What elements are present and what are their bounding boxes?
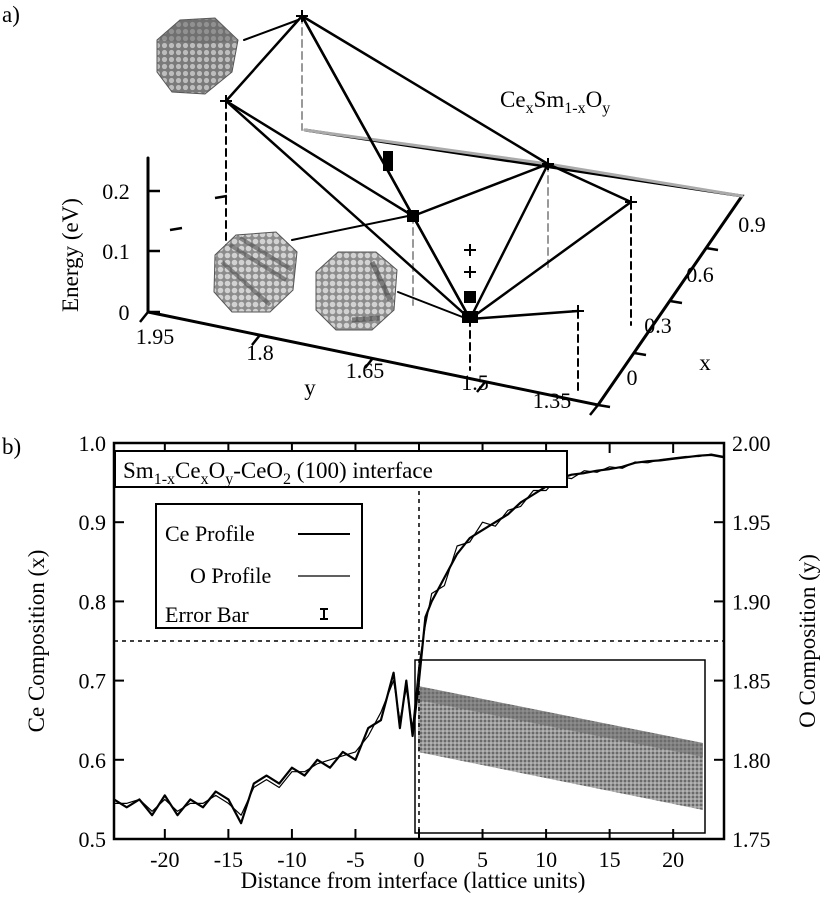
panel-b-right-axis-label: O Composition (y) <box>795 554 820 728</box>
legend-box <box>155 503 363 629</box>
legend-o-profile: O Profile <box>190 563 271 588</box>
x-tick-label: -5 <box>346 847 364 872</box>
legend-ce-profile: Ce Profile <box>165 521 255 546</box>
left-tick-label: 0.6 <box>79 748 107 773</box>
x-tick-label: 5 <box>477 847 488 872</box>
crystal-image-top <box>156 17 239 95</box>
crystal-image-mid <box>213 231 298 313</box>
panel-b-x-axis-label: Distance from interface (lattice units) <box>241 868 586 893</box>
left-tick-label: 0.7 <box>79 669 107 694</box>
crystal-image-low <box>315 251 398 331</box>
panel-a-hull <box>146 14 745 407</box>
legend-error-bar: Error Bar <box>165 602 249 627</box>
series-line-o-profile <box>114 453 725 816</box>
energy-tick-label: 0.2 <box>102 179 130 204</box>
x-tick-label: 20 <box>662 847 684 872</box>
panel-b-title: Sm1-xCexOy-CeO2 (100) interface <box>123 458 433 488</box>
right-tick-label: 1.90 <box>732 589 771 614</box>
x-tick-label: 0.9 <box>738 212 766 237</box>
panel-b-left-axis-label: Ce Composition (x) <box>24 550 49 733</box>
left-tick-label: 0.5 <box>79 827 107 852</box>
x-tick-label: 0.6 <box>686 262 714 287</box>
legend: Ce Profile O Profile Error Bar <box>155 503 363 629</box>
x-tick-label: -15 <box>214 847 243 872</box>
left-tick-label: 1.0 <box>79 431 107 456</box>
y-tick-label: 1.65 <box>346 358 385 383</box>
x-tick-label: 0.3 <box>644 313 672 338</box>
y-ticks <box>139 194 599 416</box>
x-tick-label: 10 <box>535 847 557 872</box>
energy-ticks <box>148 189 160 314</box>
formula-label: CexSm1-xOy <box>500 87 610 117</box>
x-tick-label: 0 <box>414 847 425 872</box>
x-tick-label: -10 <box>277 847 306 872</box>
legend-error-marker <box>320 608 328 620</box>
energy-tick-label: 0.1 <box>102 239 130 264</box>
panel-b-label: b) <box>2 434 21 459</box>
inset-slab-image <box>418 686 703 810</box>
x-tick-label: 15 <box>599 847 621 872</box>
right-tick-label: 1.85 <box>732 669 771 694</box>
right-tick-label: 1.75 <box>732 827 771 852</box>
x-axis-label: x <box>699 350 711 375</box>
y-tick-label: 1.5 <box>461 370 489 395</box>
y-tick-label: 1.35 <box>533 388 572 413</box>
x-tick-label: 0 <box>627 365 638 390</box>
x-ticks <box>597 246 719 409</box>
right-tick-label: 1.95 <box>732 510 771 535</box>
title-box <box>114 450 568 488</box>
left-tick-label: 0.8 <box>79 589 107 614</box>
panel-b-plot: -20 -15 -10 -5 0 5 10 15 20 0.5 0.6 0.7 0.8 0.9 1.0 1.7… <box>24 431 820 893</box>
hull-markers <box>220 10 637 323</box>
energy-axis-label: Energy (eV) <box>58 198 83 312</box>
y-tick-label: 1.95 <box>136 324 175 349</box>
y-axis-label: y <box>304 375 316 400</box>
left-tick-label: 0.9 <box>79 510 107 535</box>
y-tick-label: 1.8 <box>246 340 274 365</box>
plot-frame <box>112 441 726 841</box>
right-tick-label: 1.80 <box>732 748 771 773</box>
right-tick-label: 2.00 <box>732 431 771 456</box>
panel-a-label: a) <box>2 2 20 27</box>
energy-tick-label: 0 <box>119 300 130 325</box>
x-tick-label: -20 <box>150 847 179 872</box>
